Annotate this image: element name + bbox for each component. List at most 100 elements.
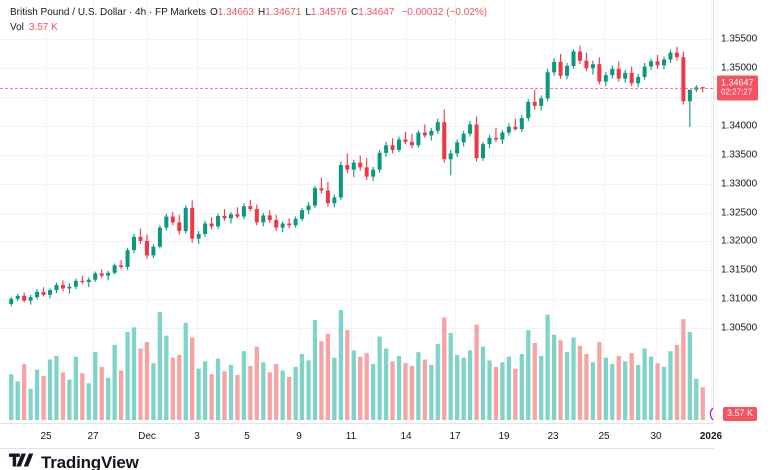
volume-bar-up [383,348,389,420]
volume-label[interactable]: Vol [10,22,24,33]
candle-body-up [590,64,595,69]
volume-bar-down [190,337,195,420]
gridline-vertical [711,0,712,423]
time-scale-tick: 5 [244,431,250,442]
volume-bar-up [151,363,156,420]
candle-wick [702,86,704,93]
volume-bar-up [112,344,117,420]
candle-body-up [687,89,692,102]
volume-bar-down [474,324,479,420]
volume-bar-up [293,366,298,420]
candle-body-up [416,132,421,146]
time-scale-tick: 30 [650,431,662,442]
price-scale-tick: 1.32000 [721,235,758,247]
candle-body-up [338,165,343,198]
candle-body-up [565,65,570,76]
chart-plot-area[interactable] [0,0,714,424]
candle-body-down [674,52,679,58]
candle-body-up [261,215,266,223]
gridline-horizontal [0,328,713,330]
candle-body-down [474,124,479,159]
current-price-line [0,88,713,90]
volume-bar-up [338,310,343,420]
tradingview-mark-icon [9,452,35,470]
volume-bar-up [131,327,137,420]
candle-body-up [332,197,337,204]
candle-wick [346,153,348,174]
volume-bar-down [254,346,259,420]
volume-bar-up [551,334,557,420]
price-scale-tick: 1.31000 [721,293,758,305]
volume-bar-down [22,364,27,420]
candle-body-down [390,145,395,150]
candle-body-down [222,216,227,219]
volume-bar-up [202,361,208,420]
volume-bar-down [99,366,104,420]
candle-body-up [642,66,647,77]
candle-body-down [60,284,65,289]
legend-symbol-row: British Pound / U.S. Dollar · 4h · FP Ma… [10,6,487,20]
volume-bar-down [345,330,350,420]
symbol-title[interactable]: British Pound / U.S. Dollar · 4h · FP Ma… [10,7,206,18]
candle-wick [249,199,251,212]
volume-bar-down [364,353,369,420]
candle-body-up [112,265,117,273]
candle-body-up [500,132,505,140]
candle-body-up [571,51,576,66]
candle-body-up [487,137,492,145]
candle-body-down [287,223,292,226]
price-scale-tick: 1.31500 [721,264,758,276]
volume-bar-up [467,350,473,420]
price-change-value: −0.00032 (−0.02%) [401,7,488,18]
volume-bar-up [487,360,492,420]
volume-bar-up [215,358,221,420]
candle-body-up [132,236,137,251]
volume-bar-up [416,352,421,420]
candle-wick [236,207,238,219]
gridline-horizontal [0,67,713,69]
volume-bar-up [694,378,699,420]
volume-bar-up [564,352,570,420]
volume-bar-up [299,354,305,420]
candle-wick [211,217,213,230]
gridline-vertical [147,0,148,423]
candle-body-down [629,72,634,84]
volume-bar-up [93,352,98,420]
volume-bar-down [235,375,240,420]
volume-bar-up [15,381,20,420]
volume-bar-down [558,340,563,420]
volume-bar-up [261,362,266,420]
ohlc-high-value: 1.34671 [265,7,302,18]
price-scale[interactable]: 1.34647 02:27:27 3.57 K 1.35500 1.35000 1.… [715,0,780,424]
candle-wick [320,177,322,194]
candle-body-up [397,139,402,150]
volume-bar-down [681,319,686,420]
gridline-vertical [604,0,605,423]
candle-body-up [54,284,59,291]
candle-body-down [513,126,518,130]
volume-bar-down [577,345,583,420]
candle-body-up [384,145,389,153]
ohlc-low-label: L [305,7,311,18]
candle-wick [223,209,226,221]
candle-body-down [616,68,621,79]
volume-bar-up [351,350,356,420]
volume-bar-down [674,344,680,420]
tradingview-logo[interactable]: TradingView [9,452,139,470]
realtime-bolt-icon[interactable] [709,405,713,423]
volume-bar-down [248,365,253,420]
candle-body-up [668,52,673,60]
candle-body-down [319,188,324,191]
chart-gridlines [0,0,713,423]
candle-wick [81,275,83,285]
time-scale[interactable]: 25 27 Dec 3 5 9 11 14 17 19 23 25 30 2026 [0,425,722,449]
volume-bar-up [526,330,531,420]
candle-body-up [293,218,298,226]
candle-body-up [35,291,40,298]
candle-body-up [9,298,14,305]
candle-body-up [603,75,608,82]
candle-body-down [403,139,408,142]
candle-body-down [422,132,427,136]
gridline-vertical [247,0,248,423]
gridline-horizontal [0,38,713,40]
